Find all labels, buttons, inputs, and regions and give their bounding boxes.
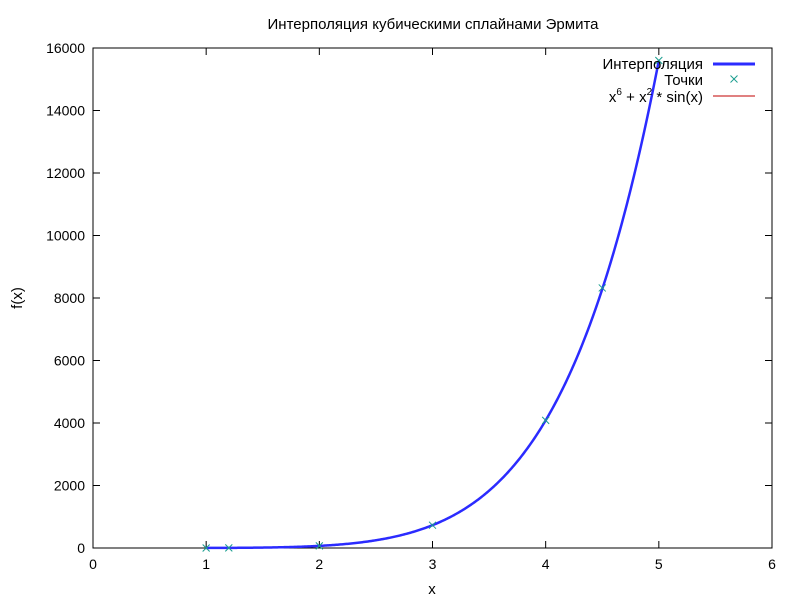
y-tick-label: 12000	[46, 165, 85, 181]
y-tick-label: 4000	[54, 415, 85, 431]
x-axis-ticks: 0 1 2 3 4 5 6	[89, 48, 776, 572]
interpolation-line	[206, 60, 661, 550]
x-tick-label: 4	[542, 556, 550, 572]
series-interpolation	[206, 60, 661, 550]
x-tick-label: 1	[202, 556, 210, 572]
legend-label-function: x6 + x2 * sin(x)	[609, 87, 703, 106]
chart-title: Интерполяция кубическими сплайнами Эрмит…	[268, 16, 600, 33]
y-axis-label: f(x)	[9, 287, 26, 309]
series-function	[206, 60, 660, 549]
x-tick-label: 2	[315, 556, 323, 572]
plot-frame	[92, 47, 773, 549]
data-point-marker	[541, 416, 550, 425]
y-axis-ticks: 0 2000 4000 6000 8000 10000 12000 14000 16000	[46, 40, 772, 556]
legend-label-points: Точки	[664, 72, 703, 89]
x-axis-label: x	[428, 581, 436, 598]
data-point-marker	[315, 542, 324, 550]
legend-swatch-points	[730, 75, 738, 83]
y-tick-label: 14000	[46, 103, 85, 119]
legend: Интерполяция Точки x6 + x2 * sin(x)	[602, 56, 755, 106]
data-point-marker	[654, 56, 663, 65]
legend-label-interpolation: Интерполяция	[602, 56, 703, 73]
data-point-marker	[224, 544, 233, 552]
x-tick-label: 6	[768, 556, 776, 572]
y-tick-label: 6000	[54, 353, 85, 369]
function-line	[206, 60, 660, 549]
y-tick-label: 10000	[46, 228, 85, 244]
y-tick-label: 0	[77, 540, 85, 556]
y-tick-label: 8000	[54, 290, 85, 306]
y-tick-label: 16000	[46, 40, 85, 56]
x-tick-label: 3	[429, 556, 437, 572]
y-tick-label: 2000	[54, 478, 85, 494]
plot-area: 0 1 2 3 4 5 6 0 2000 4000 6000 8000 10000 12000 14000…	[46, 40, 776, 572]
x-tick-label: 5	[655, 556, 663, 572]
data-point-marker	[428, 521, 437, 530]
series-points	[202, 56, 663, 552]
data-point-marker	[202, 544, 211, 552]
data-point-marker	[598, 284, 607, 292]
legend-point-marker	[730, 75, 738, 83]
x-tick-label: 0	[89, 556, 97, 572]
